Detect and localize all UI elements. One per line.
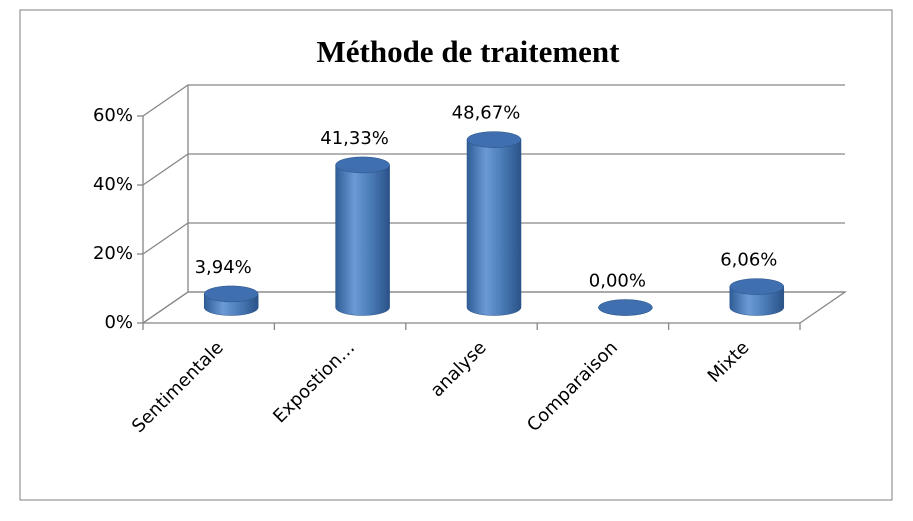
- bar: [335, 164, 390, 316]
- y-tick-label: 60%: [93, 105, 133, 126]
- grid-line: [142, 222, 845, 255]
- bar: [466, 139, 522, 316]
- bar-top: [598, 299, 653, 316]
- grid-line: [142, 84, 845, 117]
- bar-top: [335, 156, 390, 174]
- y-tick-label: 20%: [93, 243, 133, 264]
- grid-line: [142, 153, 845, 186]
- bar: [729, 286, 785, 316]
- value-label: 6,06%: [720, 250, 777, 271]
- y-tick-label: 0%: [104, 312, 133, 333]
- value-label: 3,94%: [195, 257, 252, 278]
- bar-top: [203, 285, 259, 303]
- value-label: 48,67%: [452, 103, 521, 124]
- y-tick-label: 40%: [93, 174, 133, 195]
- chart-border: [19, 9, 893, 501]
- bar-top: [729, 278, 785, 295]
- grid-line: [142, 291, 845, 324]
- chart-title: Méthode de traitement: [316, 34, 620, 69]
- bar-top: [466, 131, 522, 148]
- value-label: 41,33%: [320, 128, 389, 149]
- value-label: 0,00%: [589, 271, 646, 292]
